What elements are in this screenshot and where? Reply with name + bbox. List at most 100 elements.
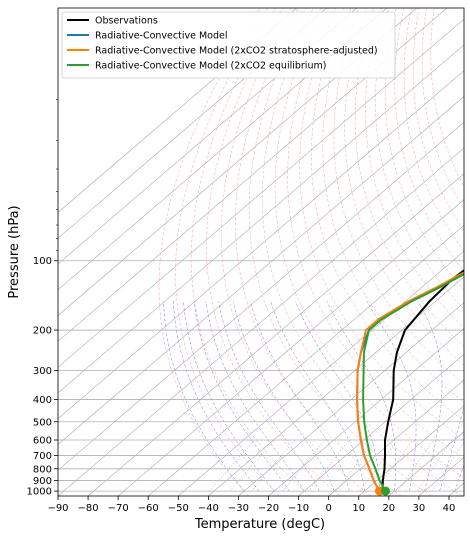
isotherm-line bbox=[58, 8, 297, 213]
isotherm-line bbox=[58, 96, 464, 445]
y-tick-label: 500 bbox=[33, 417, 52, 428]
legend-label-3: Radiative-Convective Model (2xCO2 equili… bbox=[95, 61, 326, 72]
x-tick-label: −50 bbox=[168, 503, 189, 514]
isotherm-line bbox=[148, 224, 464, 496]
dry-adiabat-line bbox=[322, 8, 464, 403]
isotherm-line bbox=[58, 44, 464, 394]
isotherm-line bbox=[58, 70, 464, 420]
x-tick-label: 20 bbox=[382, 503, 395, 514]
isotherm-line bbox=[178, 250, 464, 496]
isotherm-line bbox=[58, 147, 464, 496]
dry-adiabat-line bbox=[311, 8, 464, 422]
moist-adiabat-line bbox=[326, 301, 396, 492]
x-axis-ticks: −90 −80 −70 −60 −50 −40 −30 −20 −10 0 10 20 30 40 bbox=[47, 496, 455, 514]
isotherm-line bbox=[58, 8, 448, 342]
legend: Observations Radiative-Convective Model Ra… bbox=[61, 11, 396, 79]
x-tick-label: −60 bbox=[138, 503, 159, 514]
moist-adiabat-line bbox=[417, 301, 443, 492]
legend-box bbox=[61, 11, 396, 79]
dry-adiabat-line bbox=[421, 8, 464, 210]
moist-adiabat-line bbox=[454, 464, 464, 492]
mixing-ratio-line bbox=[431, 441, 464, 492]
dry-adiabat-line bbox=[220, 8, 371, 496]
legend-label-0: Observations bbox=[95, 16, 158, 27]
isotherm-line bbox=[58, 121, 464, 471]
mixing-ratio-line bbox=[229, 439, 275, 492]
profile-series bbox=[356, 269, 464, 496]
moist-adiabat-line bbox=[232, 301, 335, 492]
series-line-2 bbox=[356, 271, 464, 492]
y-tick-label: 600 bbox=[33, 436, 52, 447]
moist-adiabat-line bbox=[366, 301, 417, 492]
dry-adiabat-line bbox=[384, 8, 464, 291]
dry-adiabat-line bbox=[412, 8, 464, 231]
isotherm-line bbox=[58, 18, 464, 368]
mixing-ratio-line bbox=[417, 439, 453, 492]
moist-adiabat-line bbox=[205, 301, 305, 492]
y-tick-label: 1000 bbox=[27, 487, 52, 498]
moist-adiabat-line bbox=[218, 301, 320, 492]
dry-adiabat-line bbox=[158, 8, 261, 496]
isotherm-line bbox=[358, 405, 464, 496]
y-axis-label: Pressure (hPa) bbox=[7, 205, 22, 298]
dry-adiabat-line bbox=[365, 8, 464, 329]
y-tick-label: 100 bbox=[33, 256, 52, 267]
dry-adiabat-line bbox=[191, 8, 310, 496]
y-tick-label: 800 bbox=[33, 464, 52, 475]
x-tick-label: −90 bbox=[47, 503, 68, 514]
moist-adiabat-line bbox=[439, 406, 464, 492]
isotherm-line bbox=[388, 431, 464, 496]
x-axis-label: Temperature (degC) bbox=[194, 517, 325, 532]
moist-adiabat-line bbox=[193, 301, 290, 492]
isotherm-line bbox=[328, 379, 464, 496]
isotherm-line bbox=[58, 8, 418, 316]
y-tick-label: 200 bbox=[33, 326, 52, 337]
x-tick-label: −10 bbox=[288, 503, 309, 514]
pressure-gridlines bbox=[58, 260, 464, 492]
isotherm-line bbox=[117, 199, 464, 496]
mixing-ratio-line bbox=[359, 439, 398, 492]
x-tick-label: −80 bbox=[78, 503, 99, 514]
isotherm-line bbox=[87, 173, 464, 496]
y-tick-label: 300 bbox=[33, 366, 52, 377]
legend-label-2: Radiative-Convective Model (2xCO2 strato… bbox=[95, 46, 378, 57]
dry-adiabat-line bbox=[235, 8, 402, 496]
background-thermo-lines bbox=[58, 8, 464, 496]
y-tick-label: 400 bbox=[33, 395, 52, 406]
isotherm-line bbox=[298, 353, 464, 496]
x-tick-label: −40 bbox=[198, 503, 219, 514]
moist-adiabat-line bbox=[183, 301, 275, 492]
x-tick-label: −20 bbox=[258, 503, 279, 514]
dry-adiabat-line bbox=[430, 8, 464, 188]
surface-marker-1 bbox=[380, 486, 390, 496]
series-line-3 bbox=[362, 273, 464, 492]
x-tick-label: 10 bbox=[352, 503, 365, 514]
isotherm-line bbox=[58, 8, 357, 265]
dry-adiabat-line bbox=[344, 8, 464, 366]
plot-frame bbox=[57, 7, 465, 497]
dry-adiabat-line bbox=[274, 8, 464, 479]
dry-adiabat-line bbox=[375, 8, 464, 310]
isotherm-line bbox=[58, 8, 327, 239]
dry-adiabat-line bbox=[248, 8, 432, 496]
x-tick-label: 0 bbox=[325, 503, 331, 514]
isotherm-line bbox=[268, 328, 464, 496]
moist-adiabat-line bbox=[249, 301, 350, 492]
x-tick-label: −70 bbox=[108, 503, 129, 514]
x-tick-label: 40 bbox=[443, 503, 456, 514]
y-tick-label: 900 bbox=[33, 476, 52, 487]
isotherm-line bbox=[238, 302, 464, 496]
dry-adiabat-line bbox=[354, 8, 464, 348]
mixing-ratio-line bbox=[209, 439, 255, 492]
y-tick-label: 700 bbox=[33, 451, 52, 462]
dry-adiabat-line bbox=[403, 8, 464, 252]
dry-adiabat-line bbox=[394, 8, 464, 272]
legend-label-1: Radiative-Convective Model bbox=[95, 31, 228, 42]
x-tick-label: 30 bbox=[413, 503, 426, 514]
isotherm-line bbox=[58, 8, 387, 291]
dry-adiabat-line bbox=[299, 8, 464, 441]
mixing-ratio-line bbox=[308, 439, 350, 492]
moist-adiabat-line bbox=[163, 301, 245, 492]
moist-adiabat-line bbox=[270, 301, 365, 492]
